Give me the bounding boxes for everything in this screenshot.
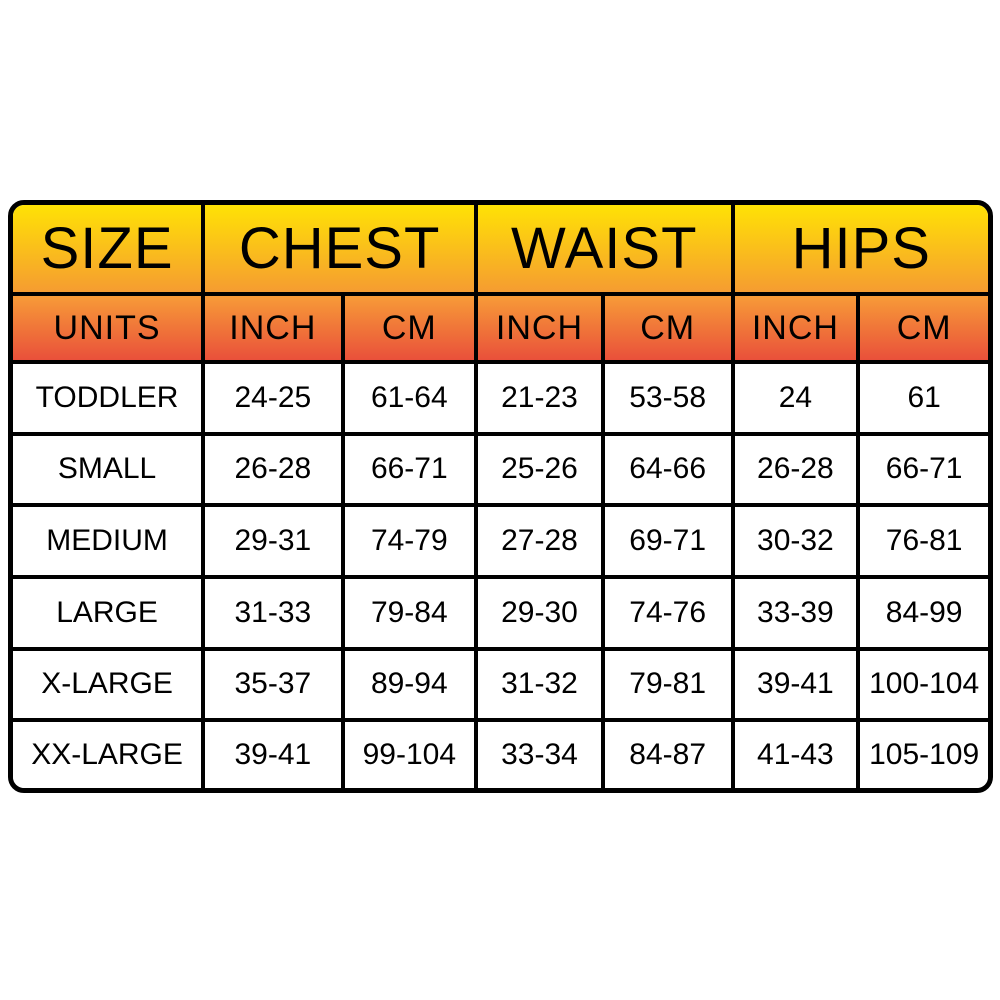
waist-cm-cell: 74-76	[600, 574, 735, 651]
waist-cm-cell: 53-58	[600, 360, 735, 436]
units-waist-cm: CM	[600, 292, 735, 364]
chest-cm-cell: 99-104	[340, 718, 479, 788]
hips-inch-cell: 24	[730, 360, 861, 436]
units-hips-cm: CM	[856, 292, 988, 364]
waist-cm-cell: 84-87	[600, 718, 735, 788]
units-header-row: UNITS INCH CM INCH CM INCH CM	[13, 292, 988, 364]
table-row-small: SMALL 26-28 66-71 25-26 64-66 26-28 66-7…	[13, 431, 988, 508]
hips-inch-cell: 33-39	[730, 574, 861, 651]
hips-cm-cell: 61	[856, 360, 988, 436]
hips-inch-cell: 39-41	[730, 646, 861, 723]
table-row-x-large: X-LARGE 35-37 89-94 31-32 79-81 39-41 10…	[13, 646, 988, 723]
hips-cm-cell: 76-81	[856, 503, 988, 579]
chest-inch-cell: 24-25	[201, 360, 345, 436]
units-hips-inch: INCH	[730, 292, 861, 364]
size-cell: TODDLER	[13, 360, 206, 436]
size-cell: XX-LARGE	[13, 718, 206, 788]
hips-inch-cell: 26-28	[730, 431, 861, 508]
size-cell: LARGE	[13, 574, 206, 651]
chest-inch-cell: 35-37	[201, 646, 345, 723]
size-cell: X-LARGE	[13, 646, 206, 723]
chest-inch-cell: 26-28	[201, 431, 345, 508]
chest-inch-cell: 29-31	[201, 503, 345, 579]
units-label: UNITS	[13, 292, 206, 364]
units-chest-cm: CM	[340, 292, 479, 364]
waist-inch-cell: 27-28	[474, 503, 605, 579]
table-row-xx-large: XX-LARGE 39-41 99-104 33-34 84-87 41-43 …	[13, 718, 988, 788]
hips-cm-cell: 105-109	[856, 718, 988, 788]
chest-cm-cell: 61-64	[340, 360, 479, 436]
chest-inch-cell: 31-33	[201, 574, 345, 651]
hips-cm-cell: 100-104	[856, 646, 988, 723]
waist-inch-cell: 31-32	[474, 646, 605, 723]
chest-inch-cell: 39-41	[201, 718, 345, 788]
size-cell: MEDIUM	[13, 503, 206, 579]
waist-cm-cell: 79-81	[600, 646, 735, 723]
size-chart-frame: SIZE CHEST WAIST HIPS UNITS INCH CM INCH…	[8, 200, 993, 793]
header-hips: HIPS	[730, 205, 988, 296]
header-size: SIZE	[13, 205, 206, 296]
units-waist-inch: INCH	[474, 292, 605, 364]
waist-cm-cell: 64-66	[600, 431, 735, 508]
hips-cm-cell: 84-99	[856, 574, 988, 651]
chest-cm-cell: 66-71	[340, 431, 479, 508]
hips-inch-cell: 30-32	[730, 503, 861, 579]
table-row-toddler: TODDLER 24-25 61-64 21-23 53-58 24 61	[13, 360, 988, 436]
waist-inch-cell: 25-26	[474, 431, 605, 508]
waist-inch-cell: 29-30	[474, 574, 605, 651]
main-header-row: SIZE CHEST WAIST HIPS	[13, 205, 988, 296]
table-row-medium: MEDIUM 29-31 74-79 27-28 69-71 30-32 76-…	[13, 503, 988, 579]
header-waist: WAIST	[474, 205, 735, 296]
waist-inch-cell: 21-23	[474, 360, 605, 436]
units-chest-inch: INCH	[201, 292, 345, 364]
waist-inch-cell: 33-34	[474, 718, 605, 788]
chest-cm-cell: 74-79	[340, 503, 479, 579]
size-chart-table: SIZE CHEST WAIST HIPS UNITS INCH CM INCH…	[13, 205, 988, 788]
size-cell: SMALL	[13, 431, 206, 508]
hips-inch-cell: 41-43	[730, 718, 861, 788]
chest-cm-cell: 79-84	[340, 574, 479, 651]
header-chest: CHEST	[201, 205, 479, 296]
waist-cm-cell: 69-71	[600, 503, 735, 579]
table-row-large: LARGE 31-33 79-84 29-30 74-76 33-39 84-9…	[13, 574, 988, 651]
chest-cm-cell: 89-94	[340, 646, 479, 723]
hips-cm-cell: 66-71	[856, 431, 988, 508]
